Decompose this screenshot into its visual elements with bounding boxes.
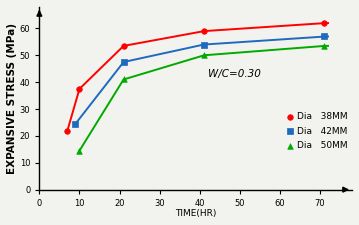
Dia   38MM <box>76 87 82 91</box>
X-axis label: TIME(HR): TIME(HR) <box>175 209 216 218</box>
Dia   42MM <box>201 43 207 46</box>
Dia   38MM <box>201 29 207 33</box>
Dia   50MM <box>201 54 207 57</box>
Y-axis label: EXPANSIVE STRESS (MPa): EXPANSIVE STRESS (MPa) <box>7 23 17 174</box>
Dia   50MM <box>121 78 126 81</box>
Dia   42MM <box>73 122 78 126</box>
Dia   42MM <box>321 35 327 38</box>
Dia   50MM <box>321 44 327 48</box>
Legend: Dia   38MM, Dia   42MM, Dia   50MM: Dia 38MM, Dia 42MM, Dia 50MM <box>286 112 348 150</box>
Dia   42MM <box>121 60 126 64</box>
Dia   38MM <box>321 21 327 25</box>
Dia   38MM <box>65 129 70 132</box>
Dia   38MM <box>121 44 126 48</box>
Dia   50MM <box>76 149 82 153</box>
Text: W/C=0.30: W/C=0.30 <box>208 69 261 79</box>
